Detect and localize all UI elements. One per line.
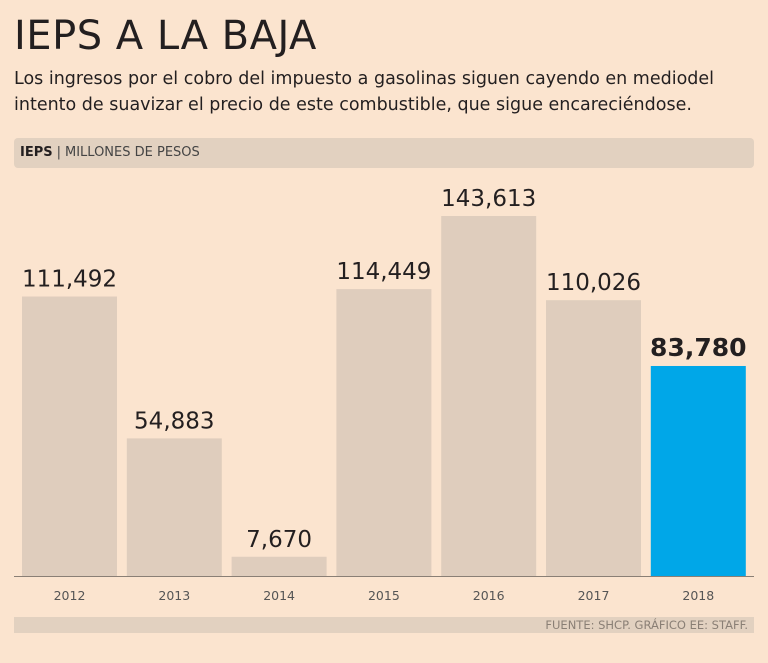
bar-2015 bbox=[336, 289, 432, 576]
bar-2017 bbox=[546, 300, 641, 576]
value-label-2016: 143,613 bbox=[441, 186, 536, 212]
value-label-2018: 83,780 bbox=[650, 333, 746, 362]
chart-title: IEPS A LA BAJA bbox=[14, 13, 317, 59]
category-label-2016: 2016 bbox=[473, 588, 505, 603]
value-label-2012: 111,492 bbox=[22, 267, 117, 293]
category-label-2014: 2014 bbox=[263, 588, 295, 603]
value-label-2014: 7,670 bbox=[246, 527, 312, 553]
value-label-2017: 110,026 bbox=[546, 270, 641, 296]
bar-2014 bbox=[231, 556, 327, 576]
category-label-2012: 2012 bbox=[54, 588, 86, 603]
value-label-2013: 54,883 bbox=[134, 408, 214, 434]
source-note: FUENTE: SHCP. GRÁFICO EE: STAFF. bbox=[14, 617, 754, 633]
units-band-tag: IEPS bbox=[20, 145, 53, 160]
bar-2012 bbox=[22, 296, 117, 576]
units-band-separator: | bbox=[56, 145, 61, 160]
category-label-2013: 2013 bbox=[158, 588, 190, 603]
category-label-2017: 2017 bbox=[578, 588, 610, 603]
category-label-2015: 2015 bbox=[368, 588, 400, 603]
bar-2013 bbox=[126, 438, 222, 576]
chart-subtitle: Los ingresos por el cobro del impuesto a… bbox=[14, 69, 715, 115]
units-band: IEPS | MILLONES DE PESOS bbox=[14, 138, 754, 168]
bar-2018 bbox=[650, 365, 746, 576]
category-label-2018: 2018 bbox=[682, 588, 714, 603]
units-band-text: MILLONES DE PESOS bbox=[65, 145, 200, 160]
value-label-2015: 114,449 bbox=[336, 259, 431, 285]
bar-2016 bbox=[441, 216, 537, 576]
